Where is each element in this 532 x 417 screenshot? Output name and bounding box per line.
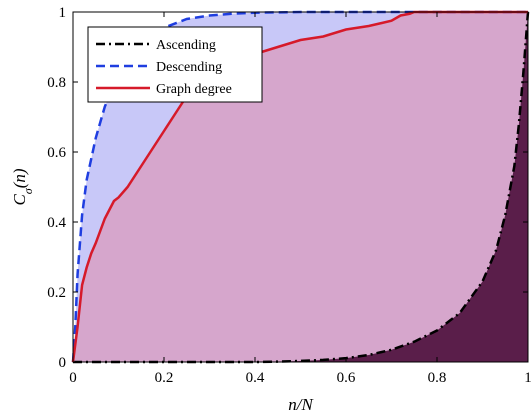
y-tick-label: 1: [59, 5, 67, 21]
x-tick-label: 0.6: [337, 370, 356, 386]
legend: Ascending Descending Graph degree: [87, 26, 263, 103]
y-tick-label: 0: [59, 355, 67, 371]
legend-label: Descending: [156, 60, 222, 75]
axis-ticks: [72, 11, 529, 363]
x-tick-label: 0: [69, 370, 77, 386]
line-ascending: [73, 11, 530, 364]
x-axis-label: n/N: [288, 395, 314, 414]
y-tick-label: 0.6: [47, 145, 66, 161]
legend-box: [87, 26, 263, 103]
legend-label: Ascending: [156, 38, 216, 53]
area-ascending: [73, 12, 528, 362]
x-tick-label: 1: [524, 370, 532, 386]
x-tick-label: 0.4: [246, 370, 265, 386]
y-tick-label: 0.8: [47, 75, 66, 91]
x-tick-label: 0.8: [428, 370, 447, 386]
x-tick-label: 0.2: [155, 370, 174, 386]
y-tick-label: 0.2: [47, 285, 66, 301]
tick-labels: 0 0.2 0.4 0.6 0.8 1 0 0.2 0.4 0.6 0.8 1: [47, 5, 532, 386]
plot-frame: [72, 11, 529, 363]
legend-label: Graph degree: [156, 82, 232, 97]
y-axis-label: Cσ(n): [10, 168, 35, 205]
line-descending: [71, 10, 528, 363]
y-tick-label: 0.4: [47, 215, 66, 231]
